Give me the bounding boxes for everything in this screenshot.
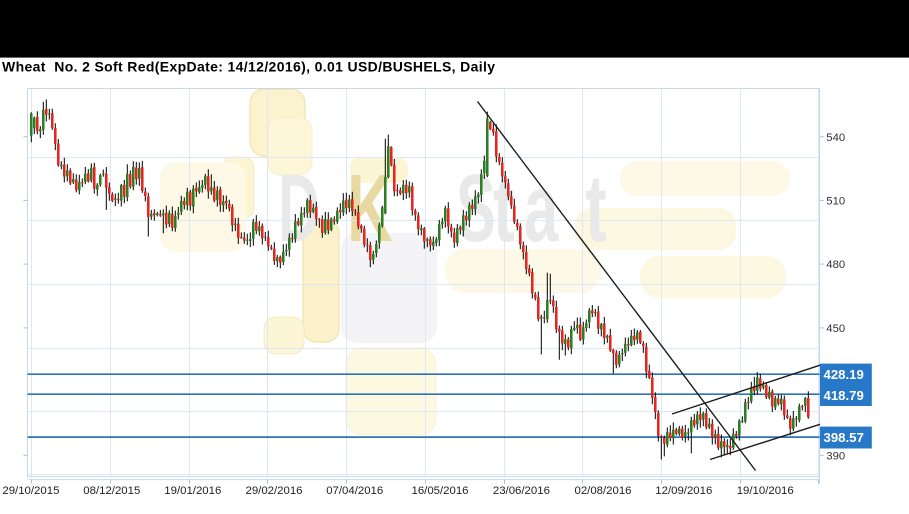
- svg-text:390: 390: [826, 450, 845, 462]
- svg-text:Wheat No. 2 Soft Red(ExpDate:: Wheat No. 2 Soft Red(ExpDate: 14/12/2016…: [2, 59, 495, 75]
- svg-text:29/10/2015: 29/10/2015: [2, 485, 59, 497]
- svg-text:a: a: [524, 155, 559, 262]
- svg-text:12/09/2016: 12/09/2016: [655, 485, 712, 497]
- svg-text:480: 480: [826, 259, 845, 271]
- svg-text:t: t: [493, 156, 515, 262]
- svg-text:29/02/2016: 29/02/2016: [245, 485, 302, 497]
- svg-text:418.79: 418.79: [824, 388, 864, 403]
- svg-text:16/05/2016: 16/05/2016: [411, 485, 468, 497]
- svg-text:510: 510: [826, 196, 845, 208]
- svg-text:428.19: 428.19: [824, 367, 864, 382]
- svg-text:540: 540: [826, 132, 845, 144]
- svg-text:t: t: [585, 156, 607, 262]
- svg-text:02/08/2016: 02/08/2016: [574, 485, 631, 497]
- svg-text:450: 450: [826, 323, 845, 335]
- svg-text:07/04/2016: 07/04/2016: [326, 485, 383, 497]
- svg-text:19/01/2016: 19/01/2016: [164, 485, 221, 497]
- svg-text:19/10/2016: 19/10/2016: [737, 485, 794, 497]
- svg-text:398.57: 398.57: [824, 430, 864, 445]
- svg-text:08/12/2015: 08/12/2015: [83, 485, 140, 497]
- svg-text:23/06/2016: 23/06/2016: [493, 485, 550, 497]
